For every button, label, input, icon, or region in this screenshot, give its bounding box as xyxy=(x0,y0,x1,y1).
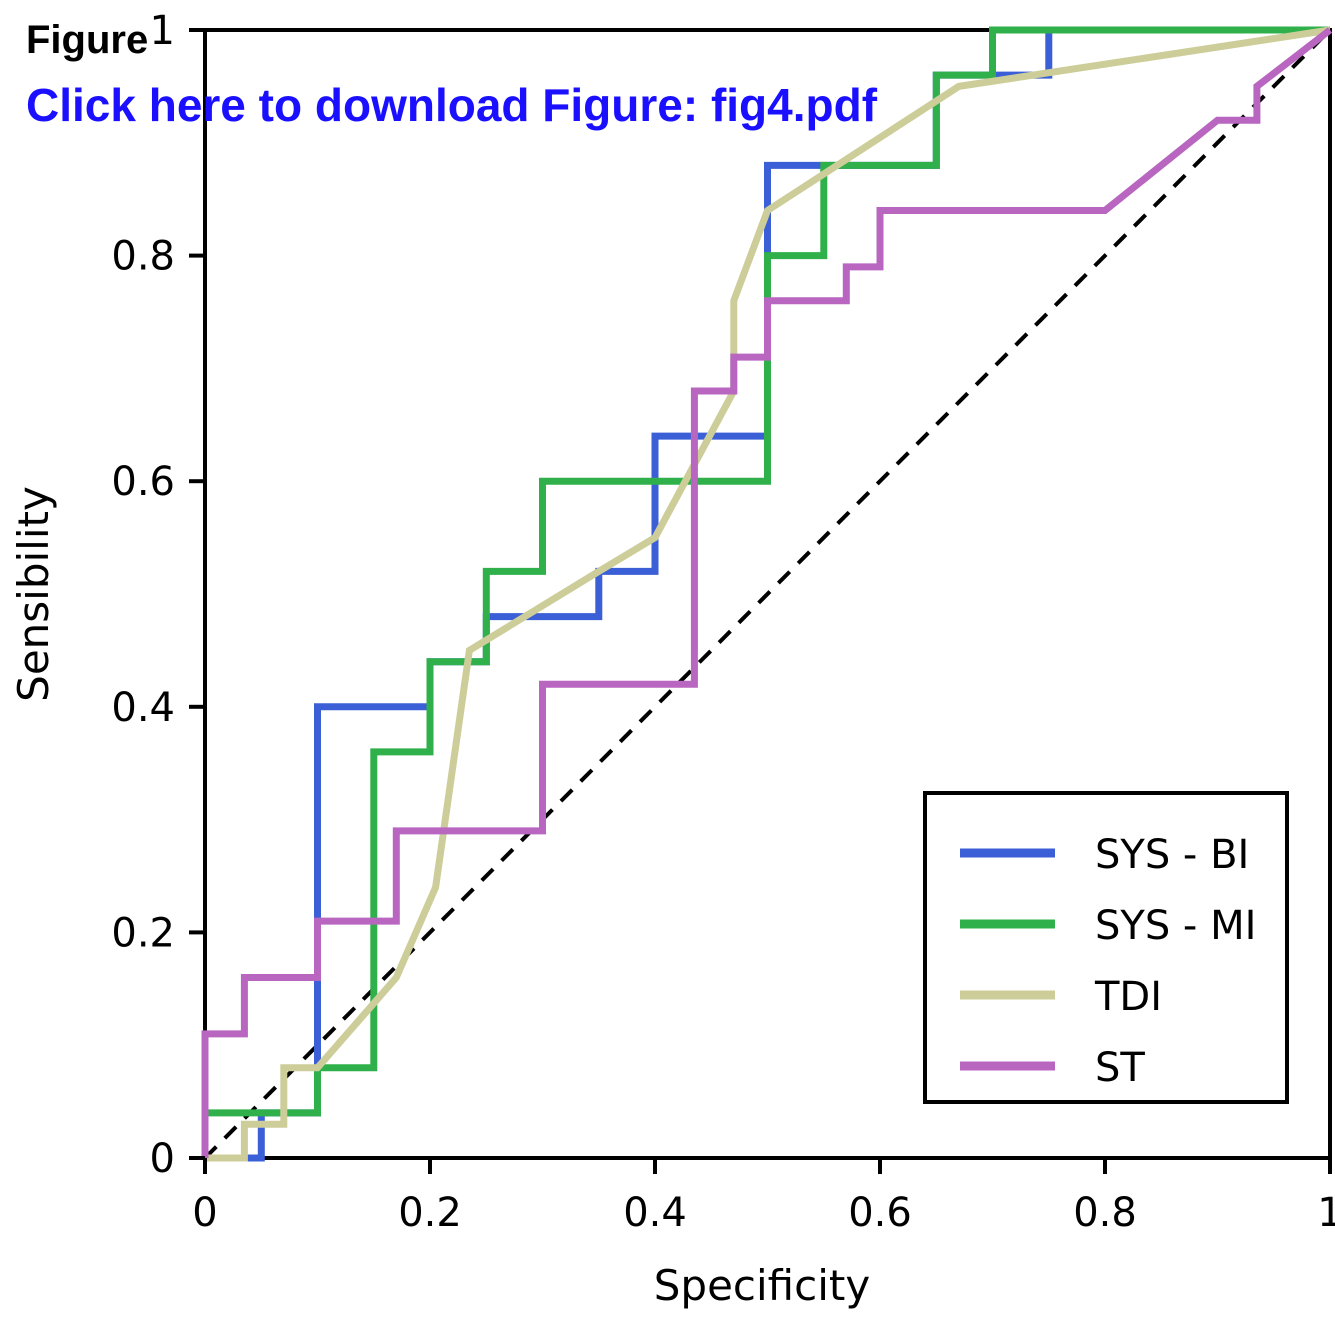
x-tick-label: 0.8 xyxy=(1073,1190,1137,1236)
x-axis-title: Specificity xyxy=(654,1261,870,1310)
series-line-tdi xyxy=(205,26,1331,1162)
download-link[interactable]: Click here to download Figure: fig4.pdf xyxy=(26,79,878,131)
legend: SYS - BI SYS - MI TDI ST xyxy=(923,791,1289,1104)
figure-heading: Figure xyxy=(26,18,149,62)
y-tick-label: 0.6 xyxy=(111,459,175,505)
x-tick-label: 0.2 xyxy=(398,1190,462,1236)
legend-box xyxy=(923,791,1289,1104)
legend-label: TDI xyxy=(1094,974,1162,1020)
x-tick-label: 0.6 xyxy=(848,1190,912,1236)
reference-diagonal-line xyxy=(203,28,1332,1160)
y-tick-label: 1 xyxy=(150,8,175,54)
series-line-st xyxy=(201,27,1333,1158)
legend-label: SYS - BI xyxy=(1095,832,1249,878)
x-tick-label: 1 xyxy=(1317,1190,1335,1236)
y-axis-title: Sensibility xyxy=(9,486,58,702)
y-tick-label: 0.2 xyxy=(111,910,175,956)
legend-label: SYS - MI xyxy=(1095,903,1256,949)
plot-frame xyxy=(203,28,1332,1160)
series-line-sys-mi xyxy=(201,26,1330,1158)
x-tick-label: 0.4 xyxy=(623,1190,687,1236)
x-tick-label: 0 xyxy=(192,1190,217,1236)
y-tick-label: 0 xyxy=(150,1136,175,1182)
y-tick-label: 0.4 xyxy=(111,685,175,731)
y-tick-label: 0.8 xyxy=(111,234,175,280)
legend-label: ST xyxy=(1095,1045,1145,1091)
